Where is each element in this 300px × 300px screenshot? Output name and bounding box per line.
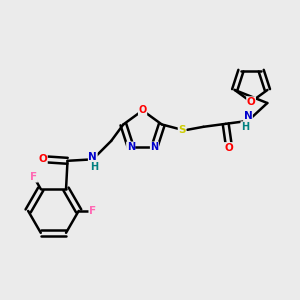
Text: O: O <box>247 97 255 107</box>
Text: O: O <box>38 154 47 164</box>
Text: S: S <box>178 125 186 135</box>
Text: F: F <box>30 172 38 182</box>
Text: H: H <box>241 122 249 132</box>
Text: N: N <box>244 111 252 122</box>
Text: N: N <box>150 142 158 152</box>
Text: H: H <box>90 162 98 172</box>
Text: N: N <box>127 142 135 152</box>
Text: N: N <box>88 152 97 162</box>
Text: O: O <box>224 142 233 153</box>
Text: O: O <box>138 106 147 116</box>
Text: F: F <box>89 206 96 216</box>
